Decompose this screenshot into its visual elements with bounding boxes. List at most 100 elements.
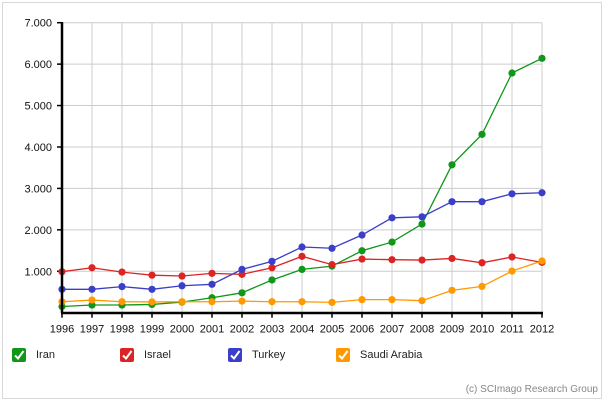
series-group bbox=[58, 54, 546, 311]
data-point-iran[interactable] bbox=[538, 54, 546, 62]
data-point-turkey[interactable] bbox=[178, 282, 186, 290]
data-point-israel[interactable] bbox=[118, 268, 126, 276]
data-point-israel[interactable] bbox=[478, 259, 486, 267]
y-tick-label: 5.000 bbox=[24, 101, 52, 113]
x-tick-label: 2006 bbox=[350, 324, 374, 336]
y-tick-label: 3.000 bbox=[24, 183, 52, 195]
data-point-israel[interactable] bbox=[388, 256, 396, 264]
data-point-turkey[interactable] bbox=[328, 244, 336, 252]
x-tick-label: 2007 bbox=[380, 324, 404, 336]
data-point-saudi-arabia[interactable] bbox=[298, 298, 306, 306]
data-point-saudi-arabia[interactable] bbox=[88, 296, 96, 304]
data-point-iran[interactable] bbox=[88, 301, 96, 309]
legend-label: Turkey bbox=[252, 349, 286, 361]
data-point-saudi-arabia[interactable] bbox=[268, 298, 276, 306]
legend-label: Israel bbox=[144, 349, 171, 361]
data-point-saudi-arabia[interactable] bbox=[118, 298, 126, 306]
data-point-israel[interactable] bbox=[178, 272, 186, 280]
legend-label: Saudi Arabia bbox=[360, 349, 423, 361]
x-tick-label: 2000 bbox=[170, 324, 194, 336]
data-point-iran[interactable] bbox=[268, 276, 276, 284]
y-tick-label: 1.000 bbox=[24, 266, 52, 278]
series-turkey bbox=[58, 189, 546, 293]
x-tick-label: 1999 bbox=[140, 324, 164, 336]
data-point-turkey[interactable] bbox=[418, 213, 426, 221]
data-point-saudi-arabia[interactable] bbox=[208, 298, 216, 306]
x-tick-label: 1997 bbox=[80, 324, 104, 336]
credit-text: (c) SCImago Research Group bbox=[465, 384, 598, 395]
data-point-israel[interactable] bbox=[298, 252, 306, 260]
data-point-saudi-arabia[interactable] bbox=[478, 282, 486, 290]
data-point-turkey[interactable] bbox=[358, 231, 366, 239]
data-point-turkey[interactable] bbox=[88, 285, 96, 293]
data-point-saudi-arabia[interactable] bbox=[358, 296, 366, 304]
chart-frame bbox=[2, 2, 602, 399]
y-tick-label: 7.000 bbox=[24, 18, 52, 30]
x-tick-label: 2010 bbox=[470, 324, 494, 336]
data-point-israel[interactable] bbox=[268, 264, 276, 272]
x-tick-label: 2005 bbox=[320, 324, 344, 336]
x-tick-label: 2012 bbox=[530, 324, 554, 336]
x-tick-label: 2009 bbox=[440, 324, 464, 336]
data-point-iran[interactable] bbox=[238, 289, 246, 297]
data-point-turkey[interactable] bbox=[478, 198, 486, 206]
legend-item-iran[interactable]: Iran bbox=[12, 348, 120, 362]
x-tick-label: 2011 bbox=[500, 324, 524, 336]
data-point-turkey[interactable] bbox=[298, 243, 306, 251]
data-point-turkey[interactable] bbox=[508, 190, 516, 198]
checkbox-checked-icon[interactable] bbox=[228, 348, 242, 362]
data-point-saudi-arabia[interactable] bbox=[508, 267, 516, 275]
series-israel bbox=[58, 252, 546, 280]
data-point-israel[interactable] bbox=[238, 270, 246, 278]
data-point-iran[interactable] bbox=[478, 130, 486, 138]
legend-label: Iran bbox=[36, 349, 55, 361]
legend-item-israel[interactable]: Israel bbox=[120, 348, 228, 362]
data-point-turkey[interactable] bbox=[118, 283, 126, 291]
legend-item-saudi-arabia[interactable]: Saudi Arabia bbox=[336, 348, 444, 362]
data-point-saudi-arabia[interactable] bbox=[448, 286, 456, 294]
x-tick-label: 2008 bbox=[410, 324, 434, 336]
checkbox-checked-icon[interactable] bbox=[12, 348, 26, 362]
data-point-turkey[interactable] bbox=[448, 198, 456, 206]
x-axis-ticks: 1996 1997 1998 1999 2000 2001 2002 2003 2004 2005… bbox=[50, 312, 554, 336]
data-point-iran[interactable] bbox=[358, 247, 366, 255]
x-tick-label: 1998 bbox=[110, 324, 134, 336]
data-point-israel[interactable] bbox=[88, 264, 96, 272]
data-point-israel[interactable] bbox=[448, 254, 456, 263]
data-point-israel[interactable] bbox=[418, 256, 426, 264]
data-point-saudi-arabia[interactable] bbox=[328, 298, 336, 306]
x-tick-label: 2001 bbox=[200, 324, 224, 336]
legend-item-turkey[interactable]: Turkey bbox=[228, 348, 336, 362]
y-tick-label: 4.000 bbox=[24, 142, 52, 154]
data-point-turkey[interactable] bbox=[208, 280, 216, 288]
data-point-turkey[interactable] bbox=[268, 257, 276, 265]
data-point-iran[interactable] bbox=[448, 161, 456, 169]
checkbox-checked-icon[interactable] bbox=[336, 348, 350, 362]
x-tick-label: 2003 bbox=[260, 324, 284, 336]
y-axis-ticks: 7.000 6.000 5.000 4.000 3.000 2.000 1.000 bbox=[24, 18, 62, 278]
data-point-turkey[interactable] bbox=[238, 265, 246, 274]
data-point-saudi-arabia[interactable] bbox=[178, 298, 186, 306]
legend: Iran Israel Turkey Saudi Arabia bbox=[12, 348, 444, 362]
y-tick-label: 6.000 bbox=[24, 59, 52, 71]
data-point-saudi-arabia[interactable] bbox=[418, 297, 426, 305]
data-point-turkey[interactable] bbox=[148, 285, 156, 293]
data-point-israel[interactable] bbox=[508, 253, 516, 261]
data-point-turkey[interactable] bbox=[388, 214, 396, 222]
data-point-iran[interactable] bbox=[298, 265, 306, 274]
data-point-turkey[interactable] bbox=[538, 189, 546, 197]
data-point-iran[interactable] bbox=[508, 69, 516, 77]
data-point-saudi-arabia[interactable] bbox=[238, 297, 246, 305]
data-point-israel[interactable] bbox=[358, 255, 366, 263]
data-point-saudi-arabia[interactable] bbox=[388, 296, 396, 304]
data-point-iran[interactable] bbox=[388, 238, 396, 246]
x-tick-label: 1996 bbox=[50, 324, 74, 336]
checkbox-checked-icon[interactable] bbox=[120, 348, 134, 362]
data-point-israel[interactable] bbox=[208, 269, 216, 277]
data-point-saudi-arabia[interactable] bbox=[148, 298, 156, 306]
data-point-iran[interactable] bbox=[418, 220, 426, 228]
data-point-saudi-arabia[interactable] bbox=[538, 257, 546, 265]
data-point-israel[interactable] bbox=[328, 261, 336, 269]
data-point-israel[interactable] bbox=[148, 271, 156, 279]
